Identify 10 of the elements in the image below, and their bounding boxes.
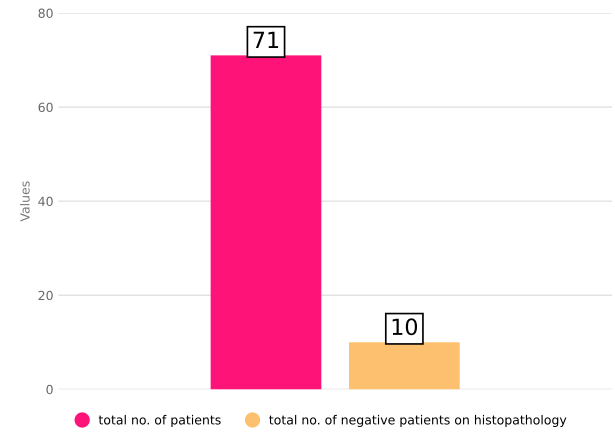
data-label: 71 bbox=[254, 32, 278, 48]
y-tick-label: 40 bbox=[38, 196, 53, 206]
legend-label: total no. of negative patients on histopathology bbox=[269, 414, 566, 427]
y-tick-label: 0 bbox=[46, 384, 53, 394]
y-tick-label: 60 bbox=[38, 102, 53, 112]
y-tick-label: 80 bbox=[38, 8, 53, 18]
legend-label: total no. of patients bbox=[98, 414, 221, 427]
y-axis-title: Values bbox=[20, 181, 30, 222]
data-label: 10 bbox=[392, 318, 418, 336]
y-tick-label: 20 bbox=[38, 290, 53, 300]
